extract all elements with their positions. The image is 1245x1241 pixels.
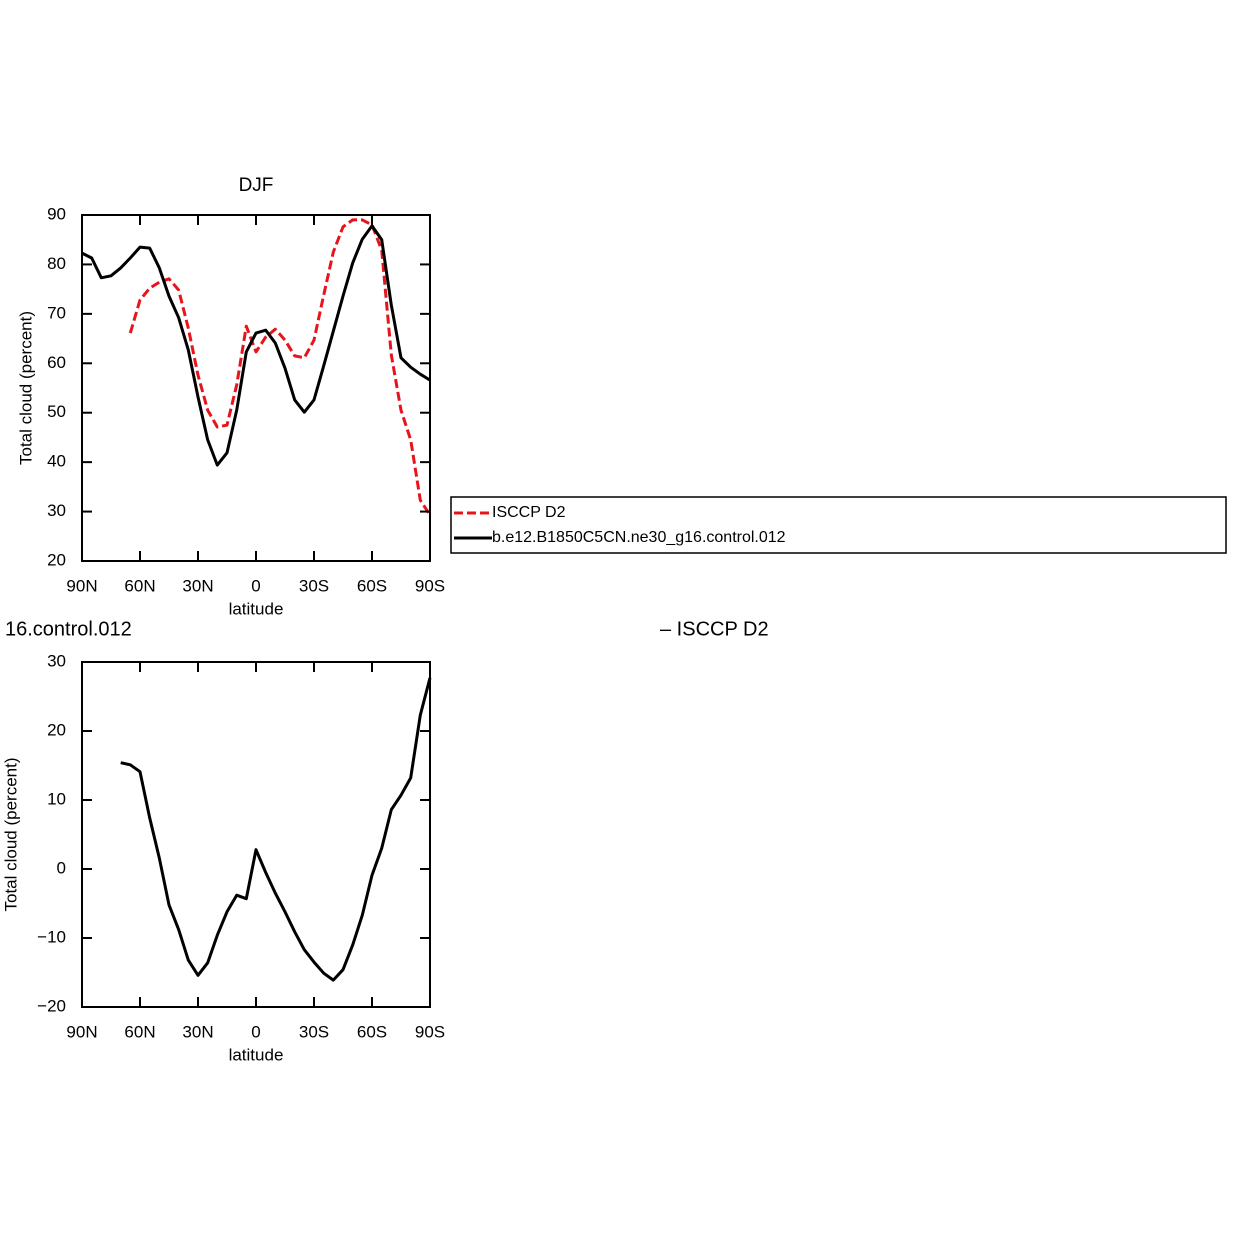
chart-title: DJF bbox=[239, 175, 274, 196]
y-tick-label: 10 bbox=[47, 789, 66, 808]
x-axis-label: latitude bbox=[229, 1045, 284, 1064]
legend-box bbox=[450, 496, 1227, 554]
series-line bbox=[81, 224, 431, 467]
y-tick-label: 30 bbox=[47, 651, 66, 670]
chart-title-right: – ISCCP D2 bbox=[660, 618, 769, 640]
y-tick-label: 0 bbox=[57, 858, 66, 877]
x-tick-label: 90N bbox=[66, 1022, 97, 1041]
y-tick-label: 40 bbox=[47, 452, 66, 471]
x-tick-label: 60S bbox=[357, 1022, 387, 1041]
x-tick-label: 0 bbox=[251, 1022, 260, 1041]
y-tick-label: 30 bbox=[47, 501, 66, 520]
y-tick-label: 70 bbox=[47, 303, 66, 322]
x-tick-label: 90S bbox=[415, 576, 445, 595]
y-tick-label: −10 bbox=[37, 927, 66, 946]
series-line bbox=[128, 218, 432, 516]
legend-label: b.e12.B1850C5CN.ne30_g16.control.012 bbox=[492, 529, 786, 546]
y-axis-label: Total cloud (percent) bbox=[1, 757, 20, 911]
plot-frame bbox=[81, 214, 431, 562]
x-tick-label: 0 bbox=[251, 576, 260, 595]
x-tick-label: 30S bbox=[299, 576, 329, 595]
plot-frame bbox=[81, 661, 431, 1008]
chart-title-left: 16.control.012 bbox=[5, 618, 132, 640]
x-axis-label: latitude bbox=[229, 599, 284, 618]
x-tick-label: 30N bbox=[182, 1022, 213, 1041]
y-tick-label: −20 bbox=[37, 996, 66, 1015]
y-axis-label: Total cloud (percent) bbox=[16, 311, 35, 465]
x-tick-label: 30S bbox=[299, 1022, 329, 1041]
x-tick-label: 60N bbox=[124, 1022, 155, 1041]
y-tick-label: 20 bbox=[47, 720, 66, 739]
x-tick-label: 90S bbox=[415, 1022, 445, 1041]
x-tick-label: 60N bbox=[124, 576, 155, 595]
y-tick-label: 60 bbox=[47, 353, 66, 372]
series-line bbox=[120, 677, 432, 982]
x-tick-label: 60S bbox=[357, 576, 387, 595]
y-tick-label: 20 bbox=[47, 550, 66, 569]
y-tick-label: 50 bbox=[47, 402, 66, 421]
x-tick-label: 30N bbox=[182, 576, 213, 595]
legend-label: ISCCP D2 bbox=[492, 504, 566, 521]
y-tick-label: 90 bbox=[47, 204, 66, 223]
y-tick-label: 80 bbox=[47, 254, 66, 273]
x-tick-label: 90N bbox=[66, 576, 97, 595]
